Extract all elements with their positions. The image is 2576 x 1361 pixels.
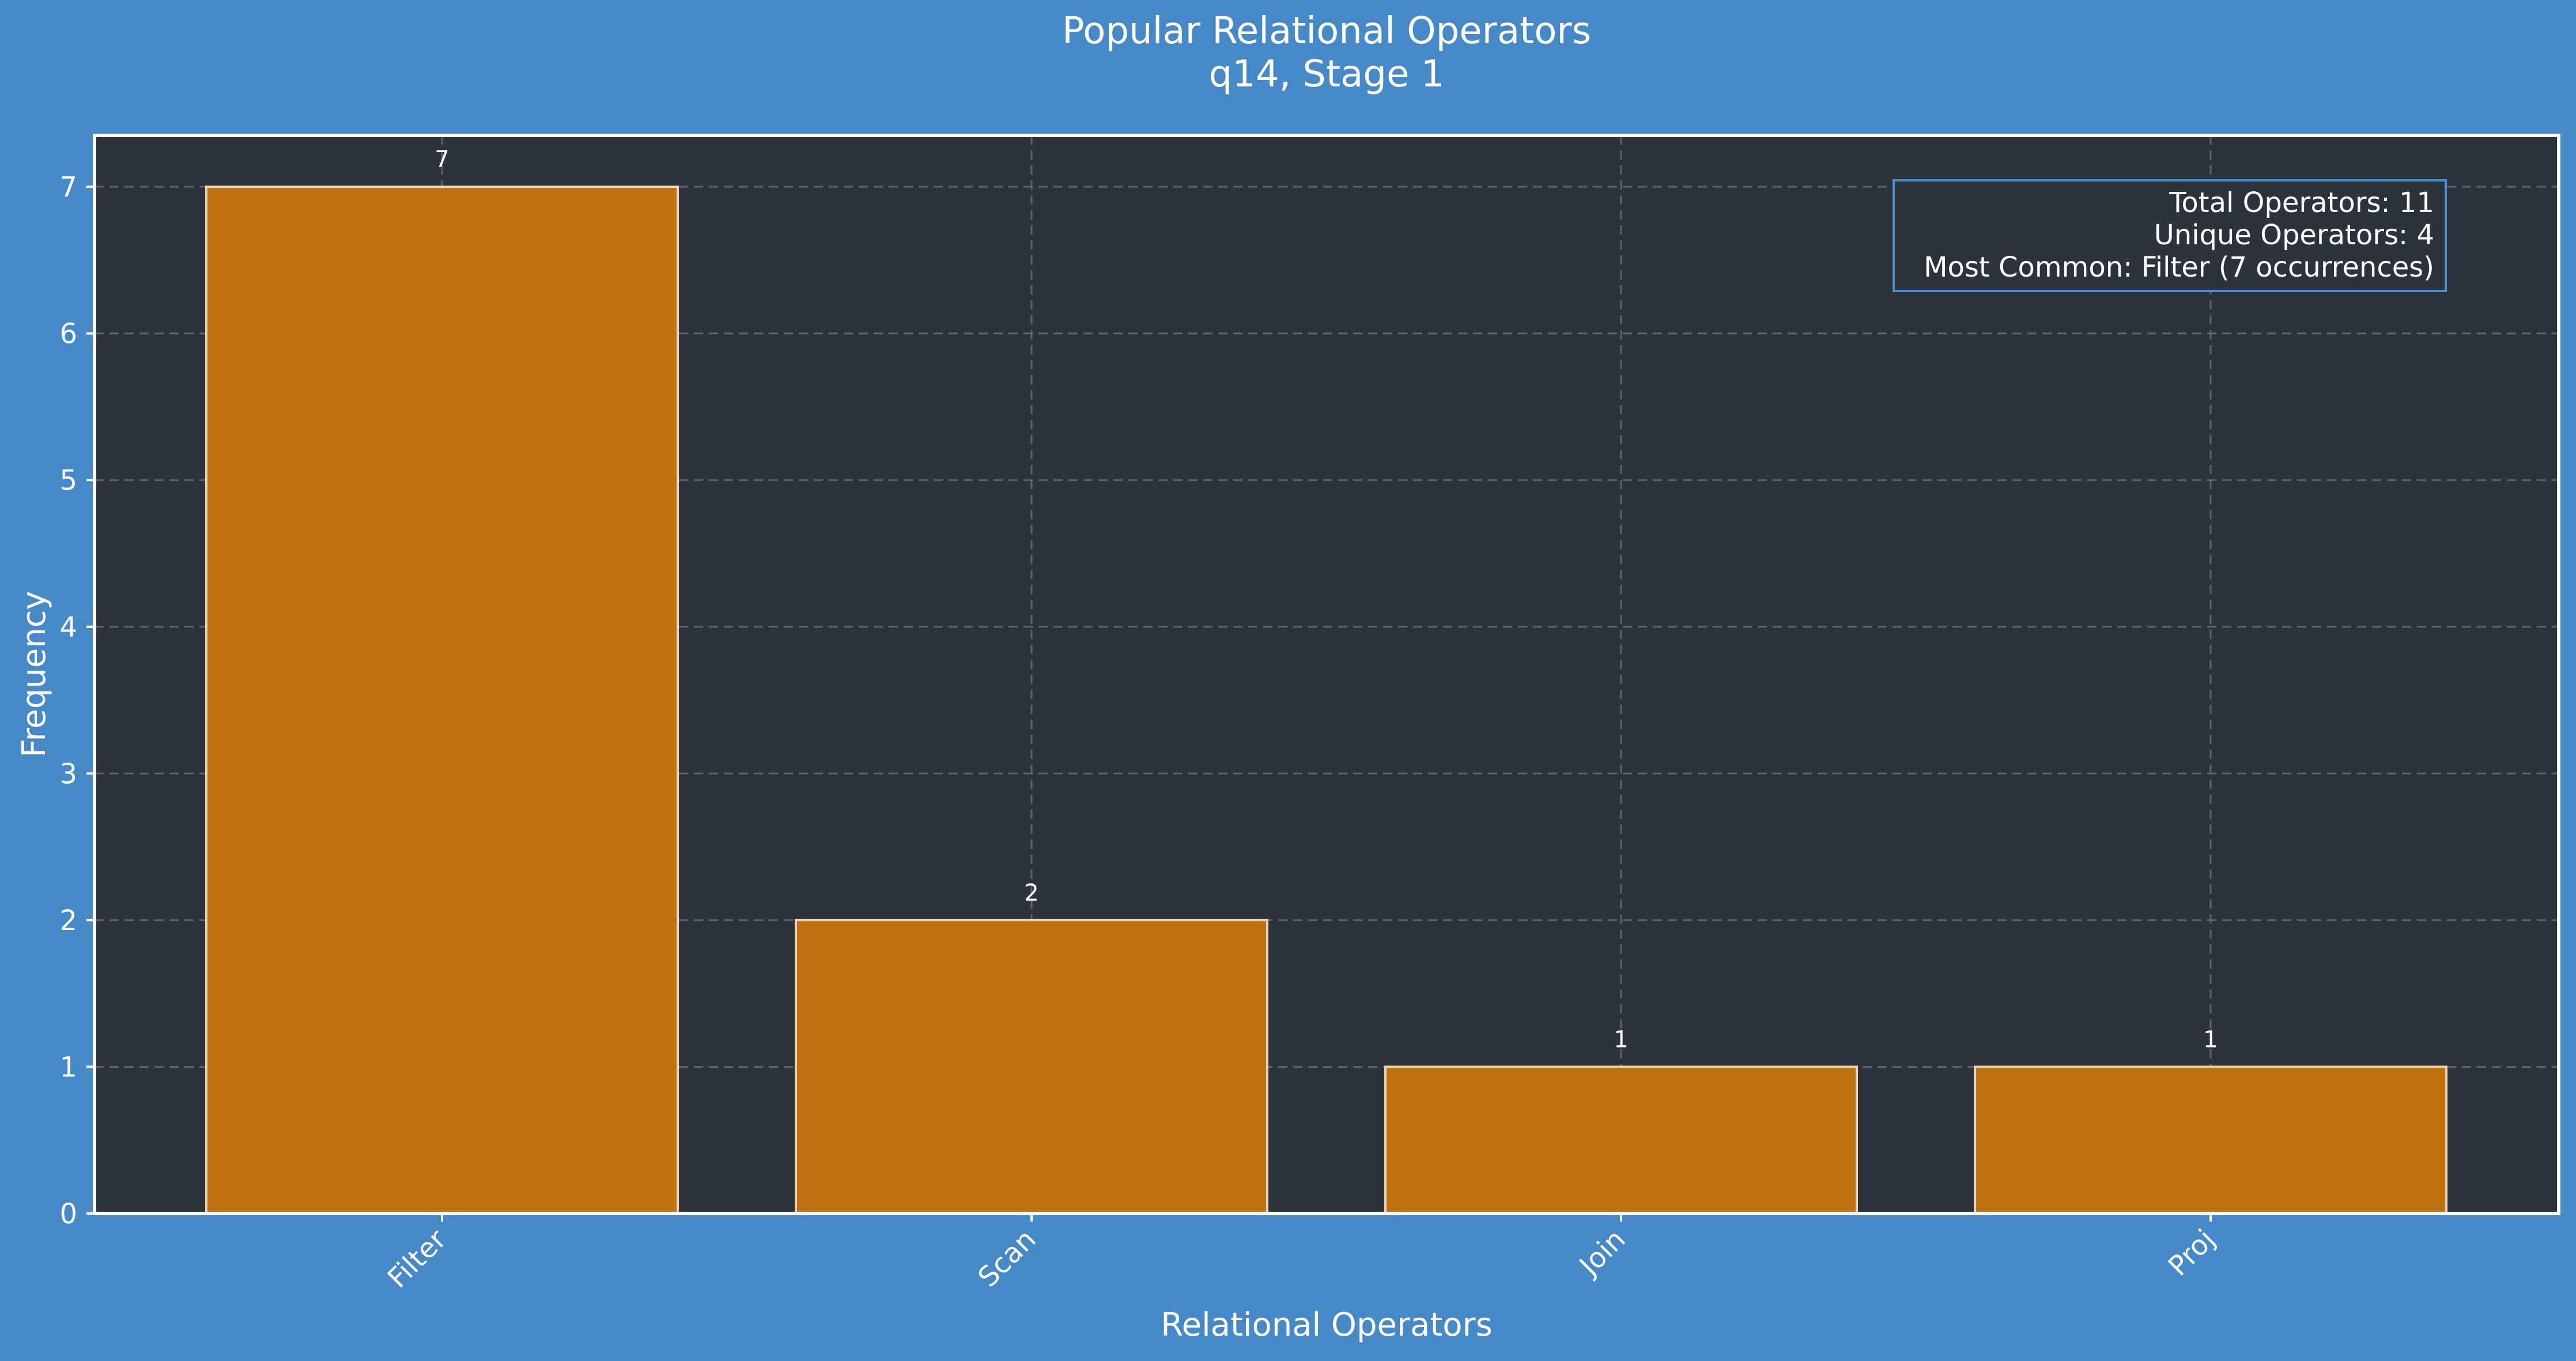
bar bbox=[205, 186, 679, 1215]
plot-frame bbox=[93, 134, 2560, 1215]
bar-value-label: 7 bbox=[435, 146, 449, 173]
chart-title: Popular Relational Operators bbox=[1062, 10, 1591, 52]
y-tick-label: 1 bbox=[59, 1051, 77, 1083]
stats-total-operators: Total Operators: 11 bbox=[2169, 187, 2434, 219]
y-tick-label: 0 bbox=[59, 1198, 77, 1230]
bar-value-label: 1 bbox=[2203, 1026, 2218, 1053]
stats-box: Total Operators: 11 Unique Operators: 4 … bbox=[1893, 179, 2447, 292]
y-axis-label: Frequency bbox=[16, 591, 53, 757]
y-ticks: 0 1 2 3 4 5 6 7 bbox=[59, 171, 95, 1230]
bar bbox=[795, 918, 1268, 1215]
bar-value-label: 1 bbox=[1614, 1026, 1628, 1053]
y-tick-label: 2 bbox=[59, 905, 77, 937]
bars bbox=[205, 186, 2447, 1215]
chart-subtitle: q14, Stage 1 bbox=[1209, 53, 1445, 96]
bar bbox=[1384, 1065, 1858, 1215]
stats-box-frame bbox=[1893, 179, 2447, 292]
y-tick-label: 4 bbox=[59, 611, 77, 644]
stats-unique-operators: Unique Operators: 4 bbox=[2154, 219, 2434, 251]
bar-value-label: 2 bbox=[1024, 880, 1038, 906]
data-labels: 7 2 1 1 bbox=[435, 146, 2218, 1053]
x-axis-label: Relational Operators bbox=[1161, 1306, 1493, 1344]
bar bbox=[1974, 1065, 2447, 1215]
y-tick-label: 7 bbox=[59, 171, 77, 203]
y-tick-label: 3 bbox=[59, 758, 77, 790]
y-tick-label: 5 bbox=[59, 464, 77, 497]
stats-most-common: Most Common: Filter (7 occurrences) bbox=[1924, 251, 2434, 283]
y-tick-label: 6 bbox=[59, 318, 77, 350]
